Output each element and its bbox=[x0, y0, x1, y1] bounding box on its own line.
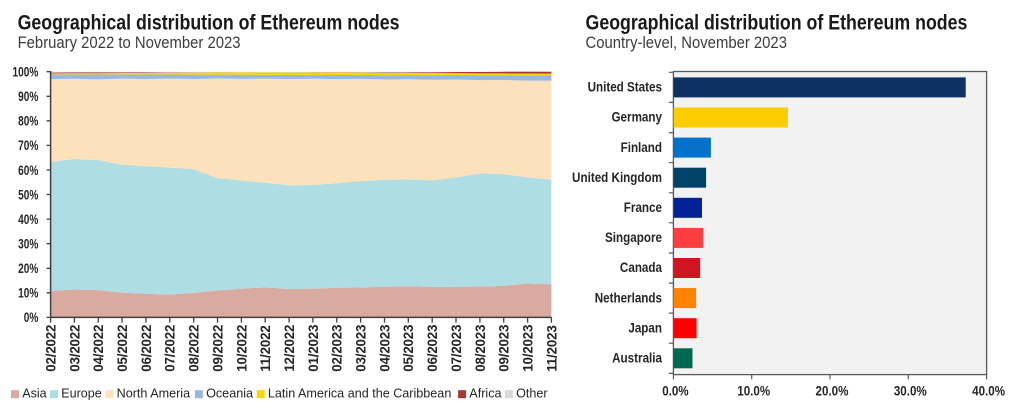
svg-text:Japan: Japan bbox=[628, 321, 662, 336]
svg-text:07/2023: 07/2023 bbox=[449, 325, 464, 372]
svg-text:30.0%: 30.0% bbox=[894, 384, 927, 399]
svg-text:Country-level, November 2023: Country-level, November 2023 bbox=[586, 34, 788, 52]
svg-text:Canada: Canada bbox=[620, 260, 663, 275]
svg-text:Netherlands: Netherlands bbox=[595, 291, 662, 306]
svg-text:05/2023: 05/2023 bbox=[401, 325, 416, 372]
svg-text:100%: 100% bbox=[13, 64, 39, 80]
svg-text:70%: 70% bbox=[18, 138, 38, 154]
svg-text:Finland: Finland bbox=[621, 140, 662, 155]
svg-text:Oceania: Oceania bbox=[206, 387, 253, 401]
svg-text:80%: 80% bbox=[18, 113, 38, 129]
svg-text:01/2023: 01/2023 bbox=[306, 325, 321, 372]
svg-text:07/2022: 07/2022 bbox=[163, 325, 178, 372]
svg-text:Other: Other bbox=[516, 387, 548, 401]
svg-text:Australia: Australia bbox=[612, 351, 663, 366]
svg-text:06/2023: 06/2023 bbox=[425, 325, 440, 372]
svg-text:90%: 90% bbox=[18, 89, 38, 105]
svg-text:30%: 30% bbox=[18, 236, 38, 252]
svg-text:08/2022: 08/2022 bbox=[187, 325, 202, 372]
svg-text:12/2022: 12/2022 bbox=[282, 325, 297, 372]
svg-text:0.0%: 0.0% bbox=[662, 384, 688, 399]
svg-text:08/2023: 08/2023 bbox=[473, 325, 488, 372]
svg-text:02/2023: 02/2023 bbox=[330, 325, 345, 372]
svg-text:50%: 50% bbox=[18, 187, 38, 203]
svg-text:Geographical distribution of E: Geographical distribution of Ethereum no… bbox=[586, 11, 968, 35]
svg-text:Europe: Europe bbox=[61, 387, 102, 401]
svg-text:10.0%: 10.0% bbox=[737, 384, 770, 399]
svg-text:11/2023: 11/2023 bbox=[544, 325, 559, 371]
svg-text:06/2022: 06/2022 bbox=[139, 325, 154, 372]
svg-text:North Ameria: North Ameria bbox=[117, 387, 191, 401]
svg-text:04/2022: 04/2022 bbox=[91, 325, 106, 372]
svg-text:10/2023: 10/2023 bbox=[521, 325, 536, 372]
svg-text:February 2022 to November 2023: February 2022 to November 2023 bbox=[18, 34, 241, 52]
svg-text:09/2022: 09/2022 bbox=[210, 325, 225, 372]
svg-text:Latin America and the Caribbea: Latin America and the Caribbean bbox=[268, 387, 451, 401]
svg-text:Singapore: Singapore bbox=[605, 230, 662, 245]
svg-text:11/2022: 11/2022 bbox=[258, 325, 273, 371]
svg-text:10%: 10% bbox=[18, 285, 38, 301]
svg-text:02/2022: 02/2022 bbox=[44, 325, 59, 372]
svg-text:Asia: Asia bbox=[22, 387, 47, 401]
svg-text:40%: 40% bbox=[18, 211, 38, 227]
svg-text:France: France bbox=[624, 200, 662, 215]
svg-text:09/2023: 09/2023 bbox=[497, 325, 512, 372]
svg-text:04/2023: 04/2023 bbox=[377, 325, 392, 372]
svg-text:20.0%: 20.0% bbox=[816, 384, 849, 399]
svg-text:05/2022: 05/2022 bbox=[115, 325, 130, 372]
svg-text:0%: 0% bbox=[24, 310, 39, 326]
svg-text:03/2023: 03/2023 bbox=[354, 325, 369, 372]
svg-text:60%: 60% bbox=[18, 162, 38, 178]
svg-text:Africa: Africa bbox=[469, 387, 501, 401]
svg-text:Geographical distribution of E: Geographical distribution of Ethereum no… bbox=[18, 11, 400, 35]
svg-text:United Kingdom: United Kingdom bbox=[572, 170, 662, 185]
svg-text:10/2022: 10/2022 bbox=[234, 325, 249, 372]
svg-text:03/2022: 03/2022 bbox=[67, 325, 82, 372]
svg-text:20%: 20% bbox=[18, 261, 38, 277]
svg-text:United States: United States bbox=[588, 80, 662, 95]
svg-text:Germany: Germany bbox=[611, 110, 662, 125]
svg-text:40.0%: 40.0% bbox=[972, 384, 1005, 399]
